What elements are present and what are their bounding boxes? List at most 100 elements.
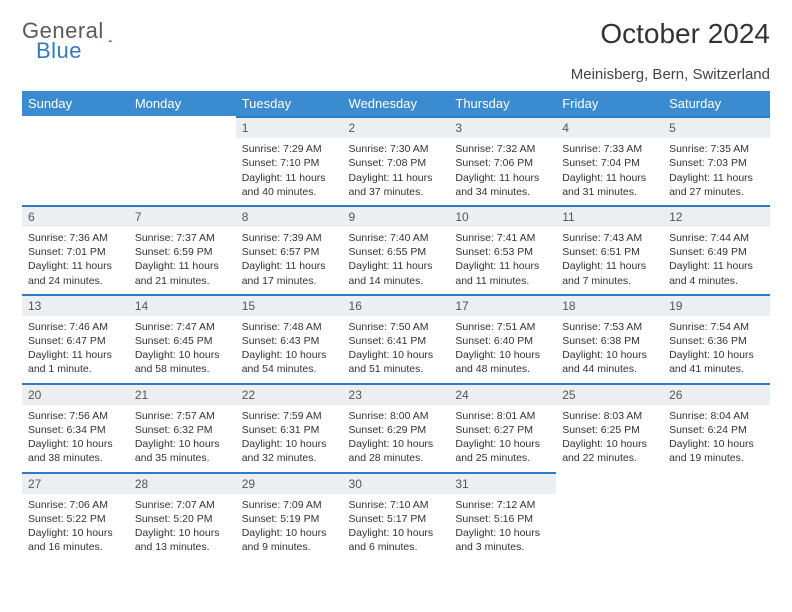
calendar-cell: 24Sunrise: 8:01 AMSunset: 6:27 PMDayligh… bbox=[449, 383, 556, 472]
sunset-text: Sunset: 6:31 PM bbox=[242, 423, 337, 437]
day-number: 19 bbox=[663, 294, 770, 316]
daylight-text: Daylight: 11 hours and 31 minutes. bbox=[562, 171, 657, 199]
day-number: 14 bbox=[129, 294, 236, 316]
daylight-text: Daylight: 10 hours and 22 minutes. bbox=[562, 437, 657, 465]
sunrise-text: Sunrise: 7:50 AM bbox=[349, 320, 444, 334]
sunrise-text: Sunrise: 7:57 AM bbox=[135, 409, 230, 423]
day-number: 11 bbox=[556, 205, 663, 227]
calendar-cell: 5Sunrise: 7:35 AMSunset: 7:03 PMDaylight… bbox=[663, 116, 770, 205]
calendar-cell: 17Sunrise: 7:51 AMSunset: 6:40 PMDayligh… bbox=[449, 294, 556, 383]
daylight-text: Daylight: 11 hours and 24 minutes. bbox=[28, 259, 123, 287]
daylight-text: Daylight: 10 hours and 35 minutes. bbox=[135, 437, 230, 465]
sunrise-text: Sunrise: 7:36 AM bbox=[28, 231, 123, 245]
daylight-text: Daylight: 11 hours and 27 minutes. bbox=[669, 171, 764, 199]
day-number: 23 bbox=[343, 383, 450, 405]
sunrise-text: Sunrise: 7:30 AM bbox=[349, 142, 444, 156]
sunset-text: Sunset: 6:24 PM bbox=[669, 423, 764, 437]
day-number: 17 bbox=[449, 294, 556, 316]
calendar-cell: 28Sunrise: 7:07 AMSunset: 5:20 PMDayligh… bbox=[129, 472, 236, 561]
daylight-text: Daylight: 10 hours and 51 minutes. bbox=[349, 348, 444, 376]
calendar-cell: 3 Sunrise: 7:32 AMSunset: 7:06 PMDaylight… bbox=[449, 116, 556, 205]
sunrise-text: Sunrise: 7:56 AM bbox=[28, 409, 123, 423]
day-number: 4 bbox=[556, 116, 663, 138]
daylight-text: Daylight: 10 hours and 13 minutes. bbox=[135, 526, 230, 554]
sunrise-text: Sunrise: 8:04 AM bbox=[669, 409, 764, 423]
day-number: 21 bbox=[129, 383, 236, 405]
sunrise-text: Sunrise: 7:29 AM bbox=[242, 142, 337, 156]
sunrise-text: Sunrise: 7:47 AM bbox=[135, 320, 230, 334]
day-number: 25 bbox=[556, 383, 663, 405]
daylight-text: Daylight: 10 hours and 6 minutes. bbox=[349, 526, 444, 554]
calendar-cell: 21Sunrise: 7:57 AMSunset: 6:32 PMDayligh… bbox=[129, 383, 236, 472]
day-details: Sunrise: 7:54 AMSunset: 6:36 PMDaylight:… bbox=[663, 316, 770, 383]
sunrise-text: Sunrise: 7:59 AM bbox=[242, 409, 337, 423]
calendar-cell bbox=[129, 116, 236, 205]
calendar-cell: 29Sunrise: 7:09 AMSunset: 5:19 PMDayligh… bbox=[236, 472, 343, 561]
weekday-header: Tuesday bbox=[236, 91, 343, 116]
day-number: 2 bbox=[343, 116, 450, 138]
day-number: 22 bbox=[236, 383, 343, 405]
sunrise-text: Sunrise: 7:39 AM bbox=[242, 231, 337, 245]
sunrise-text: Sunrise: 7:43 AM bbox=[562, 231, 657, 245]
sunset-text: Sunset: 5:16 PM bbox=[455, 512, 550, 526]
sunset-text: Sunset: 5:22 PM bbox=[28, 512, 123, 526]
daylight-text: Daylight: 10 hours and 9 minutes. bbox=[242, 526, 337, 554]
calendar-body: 1Sunrise: 7:29 AMSunset: 7:10 PMDaylight… bbox=[22, 116, 770, 560]
daylight-text: Daylight: 10 hours and 28 minutes. bbox=[349, 437, 444, 465]
calendar-cell: 30Sunrise: 7:10 AMSunset: 5:17 PMDayligh… bbox=[343, 472, 450, 561]
day-details: Sunrise: 7:10 AMSunset: 5:17 PMDaylight:… bbox=[343, 494, 450, 561]
day-number: 16 bbox=[343, 294, 450, 316]
daylight-text: Daylight: 10 hours and 16 minutes. bbox=[28, 526, 123, 554]
sunset-text: Sunset: 7:06 PM bbox=[455, 156, 550, 170]
calendar-cell: 4Sunrise: 7:33 AMSunset: 7:04 PMDaylight… bbox=[556, 116, 663, 205]
day-details: Sunrise: 7:48 AMSunset: 6:43 PMDaylight:… bbox=[236, 316, 343, 383]
daylight-text: Daylight: 10 hours and 58 minutes. bbox=[135, 348, 230, 376]
weekday-header: Thursday bbox=[449, 91, 556, 116]
day-details: Sunrise: 7:51 AMSunset: 6:40 PMDaylight:… bbox=[449, 316, 556, 383]
calendar-cell: 15Sunrise: 7:48 AMSunset: 6:43 PMDayligh… bbox=[236, 294, 343, 383]
day-details: Sunrise: 7:29 AMSunset: 7:10 PMDaylight:… bbox=[236, 138, 343, 205]
calendar-cell: 2Sunrise: 7:30 AMSunset: 7:08 PMDaylight… bbox=[343, 116, 450, 205]
sunrise-text: Sunrise: 7:33 AM bbox=[562, 142, 657, 156]
day-number: 29 bbox=[236, 472, 343, 494]
day-number: 6 bbox=[22, 205, 129, 227]
sunset-text: Sunset: 6:49 PM bbox=[669, 245, 764, 259]
sunset-text: Sunset: 6:55 PM bbox=[349, 245, 444, 259]
day-number: 24 bbox=[449, 383, 556, 405]
day-details: Sunrise: 8:03 AMSunset: 6:25 PMDaylight:… bbox=[556, 405, 663, 472]
sunrise-text: Sunrise: 7:44 AM bbox=[669, 231, 764, 245]
weekday-header: Monday bbox=[129, 91, 236, 116]
day-number: 13 bbox=[22, 294, 129, 316]
day-details: Sunrise: 7:40 AMSunset: 6:55 PMDaylight:… bbox=[343, 227, 450, 294]
day-details: Sunrise: 7:57 AMSunset: 6:32 PMDaylight:… bbox=[129, 405, 236, 472]
sunset-text: Sunset: 5:20 PM bbox=[135, 512, 230, 526]
weekday-header: Wednesday bbox=[343, 91, 450, 116]
calendar-cell: 16Sunrise: 7:50 AMSunset: 6:41 PMDayligh… bbox=[343, 294, 450, 383]
calendar-week-row: 20Sunrise: 7:56 AMSunset: 6:34 PMDayligh… bbox=[22, 383, 770, 472]
calendar-cell bbox=[22, 116, 129, 205]
sunset-text: Sunset: 6:57 PM bbox=[242, 245, 337, 259]
day-number: 26 bbox=[663, 383, 770, 405]
sunrise-text: Sunrise: 7:40 AM bbox=[349, 231, 444, 245]
weekday-header: Saturday bbox=[663, 91, 770, 116]
sunset-text: Sunset: 6:43 PM bbox=[242, 334, 337, 348]
day-details: Sunrise: 7:35 AMSunset: 7:03 PMDaylight:… bbox=[663, 138, 770, 205]
day-details: Sunrise: 7:06 AMSunset: 5:22 PMDaylight:… bbox=[22, 494, 129, 561]
calendar-cell bbox=[556, 472, 663, 561]
day-details: Sunrise: 8:00 AMSunset: 6:29 PMDaylight:… bbox=[343, 405, 450, 472]
sunrise-text: Sunrise: 8:00 AM bbox=[349, 409, 444, 423]
daylight-text: Daylight: 11 hours and 34 minutes. bbox=[455, 171, 550, 199]
sunrise-text: Sunrise: 7:32 AM bbox=[455, 142, 550, 156]
calendar-cell: 31Sunrise: 7:12 AMSunset: 5:16 PMDayligh… bbox=[449, 472, 556, 561]
sunrise-text: Sunrise: 7:53 AM bbox=[562, 320, 657, 334]
day-number: 7 bbox=[129, 205, 236, 227]
day-number: 12 bbox=[663, 205, 770, 227]
sunset-text: Sunset: 7:10 PM bbox=[242, 156, 337, 170]
calendar-week-row: 1Sunrise: 7:29 AMSunset: 7:10 PMDaylight… bbox=[22, 116, 770, 205]
day-number: 3 bbox=[449, 116, 556, 138]
day-details: Sunrise: 7:50 AMSunset: 6:41 PMDaylight:… bbox=[343, 316, 450, 383]
sunrise-text: Sunrise: 7:54 AM bbox=[669, 320, 764, 334]
sunrise-text: Sunrise: 7:37 AM bbox=[135, 231, 230, 245]
day-details: Sunrise: 7:12 AMSunset: 5:16 PMDaylight:… bbox=[449, 494, 556, 561]
daylight-text: Daylight: 10 hours and 19 minutes. bbox=[669, 437, 764, 465]
